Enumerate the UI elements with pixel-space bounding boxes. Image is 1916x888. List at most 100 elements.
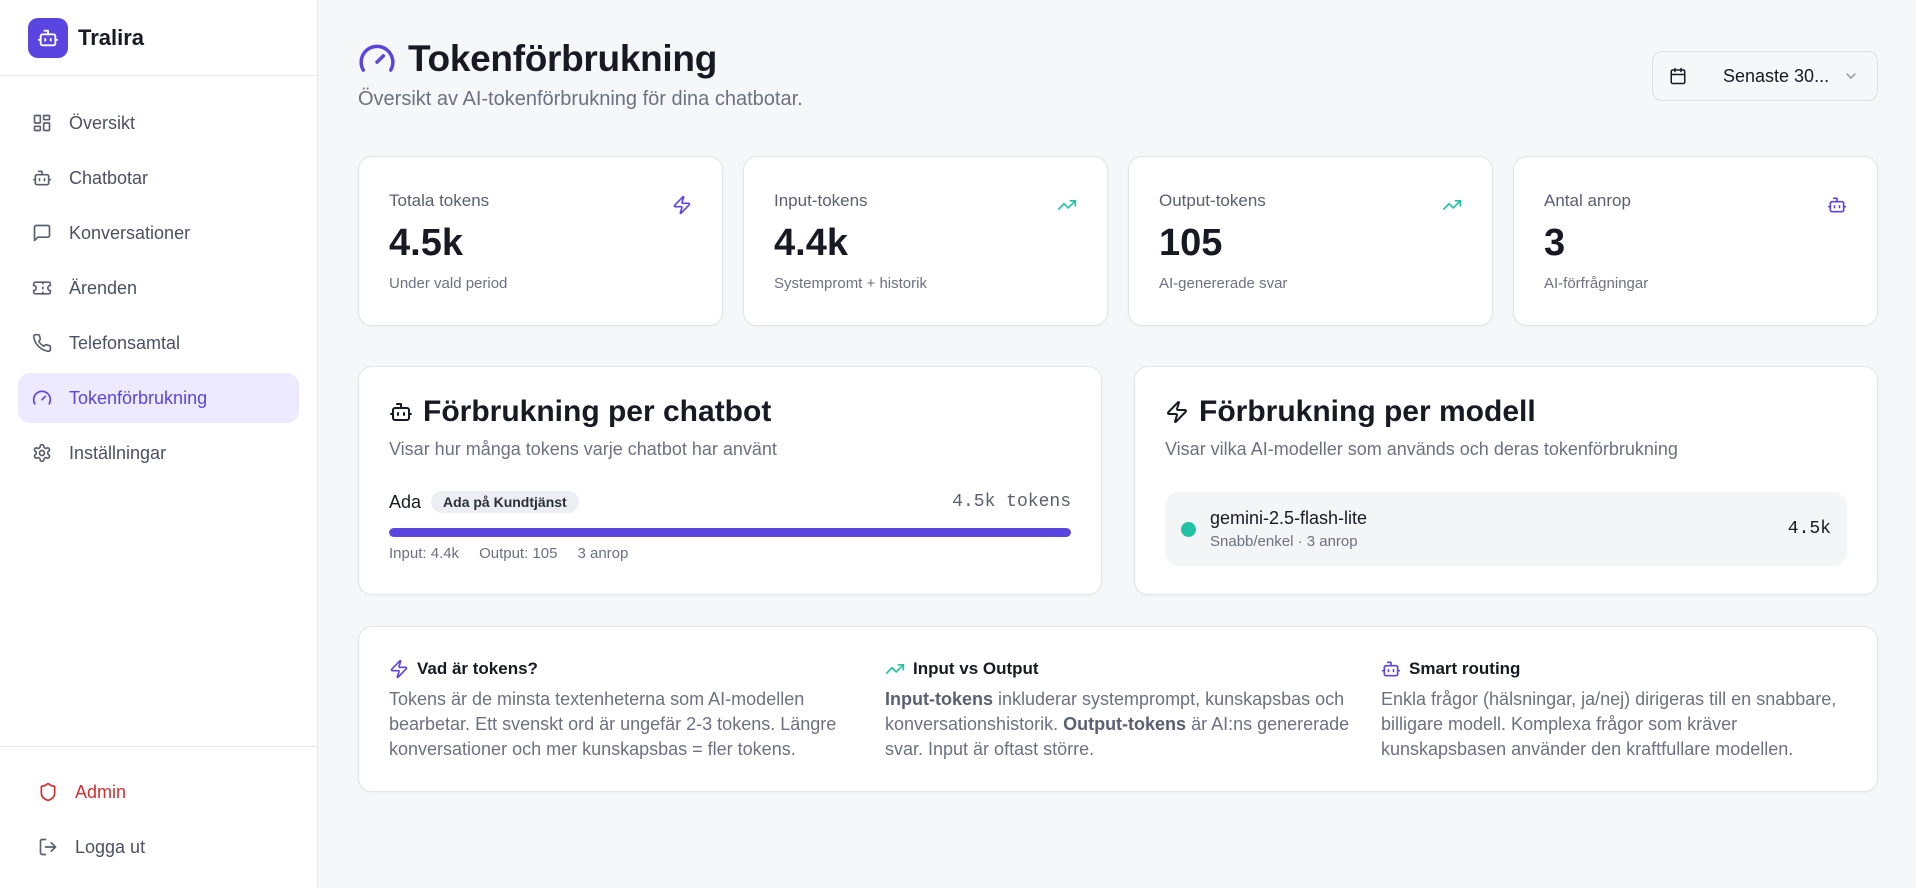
sidebar-item-label: Inställningar [69, 442, 167, 463]
chevron-down-icon [1843, 68, 1859, 84]
phone-icon [32, 333, 52, 353]
info-text: Tokens är de minsta textenheterna som AI… [389, 689, 837, 759]
sidebar-item-konversationer[interactable]: Konversationer [18, 208, 299, 258]
gauge-icon [358, 40, 396, 78]
chatbot-output: Output: 105 [479, 545, 558, 562]
per-chatbot-panel: Förbrukning per chatbot Visar hur många … [358, 366, 1102, 595]
period-select-value: Senaste 30... [1723, 65, 1830, 86]
info-what-are-tokens: Vad är tokens? Tokens är de minsta texte… [389, 659, 855, 791]
stat-label: Input-tokens [774, 191, 868, 210]
chatbot-usage-bar-fill [389, 528, 1071, 537]
bot-icon [389, 400, 413, 424]
stat-value: 4.4k [774, 222, 848, 264]
info-bold: Output-tokens [1063, 714, 1187, 734]
sidebar-item-admin[interactable]: Admin [18, 767, 299, 817]
stat-label: Totala tokens [389, 191, 490, 210]
stat-value: 105 [1159, 222, 1223, 264]
info-text: Input-tokens inkluderar systemprompt, ku… [885, 687, 1351, 762]
sidebar-item-label: Konversationer [69, 222, 191, 243]
info-text-part: är AI:ns genererade svar. Input är oftas… [885, 714, 1350, 759]
chatbot-input: Input: 4.4k [389, 545, 460, 562]
info-title: Smart routing [1409, 659, 1521, 678]
chatbot-usage-row: Ada Ada på Kundtjänst 4.5k tokens Input:… [389, 488, 1071, 562]
per-model-panel: Förbrukning per modell Visar vilka AI-mo… [1134, 366, 1878, 595]
sidebar-item-label: Tokenförbrukning [69, 387, 208, 408]
stat-card-output-tokens: Output-tokens 105 AI-genererade svar [1128, 156, 1493, 326]
brand[interactable]: Tralira [0, 0, 317, 76]
info-text: Enkla frågor (hälsningar, ja/nej) dirige… [1381, 689, 1837, 759]
model-tokens: 4.5k [1787, 519, 1831, 539]
info-title: Vad är tokens? [417, 659, 538, 678]
sidebar-item-label: Admin [75, 781, 127, 802]
info-input-vs-output: Input vs Output Input-tokens inkluderar … [885, 659, 1351, 791]
model-desc: Snabb/enkel · 3 anrop [1210, 533, 1358, 550]
stat-label: Antal anrop [1544, 191, 1631, 210]
sidebar-item-label: Telefonsamtal [69, 332, 181, 353]
shield-icon [38, 782, 58, 802]
sidebar-item-arenden[interactable]: Ärenden [18, 263, 299, 313]
sidebar-item-label: Logga ut [75, 836, 146, 857]
info-card: Vad är tokens? Tokens är de minsta texte… [358, 626, 1878, 792]
trending-up-icon [1442, 195, 1462, 215]
stat-desc: Under vald period [389, 274, 508, 292]
model-usage-row: gemini-2.5-flash-lite Snabb/enkel · 3 an… [1165, 492, 1847, 566]
stat-desc: AI-förfrågningar [1544, 274, 1649, 292]
chatbot-badge: Ada på Kundtjänst [431, 491, 579, 513]
panel-title: Förbrukning per chatbot [423, 395, 772, 428]
panel-subtitle: Visar hur många tokens varje chatbot har… [389, 439, 777, 459]
model-name: gemini-2.5-flash-lite [1210, 508, 1368, 528]
page-title: Tokenförbrukning [408, 38, 717, 79]
logout-button[interactable]: Logga ut [18, 822, 299, 872]
sidebar-item-label: Översikt [69, 112, 136, 133]
page-subtitle: Översikt av AI-tokenförbrukning för dina… [358, 88, 803, 110]
model-status-dot [1181, 521, 1196, 537]
panel-title: Förbrukning per modell [1199, 395, 1536, 428]
trending-up-icon [885, 659, 905, 679]
zap-icon [1165, 400, 1189, 424]
sidebar-item-oversikt[interactable]: Översikt [18, 98, 299, 148]
info-title: Input vs Output [913, 659, 1039, 678]
layout-dashboard-icon [32, 113, 52, 133]
period-select[interactable]: Senaste 30... [1652, 51, 1878, 101]
bot-icon [1381, 659, 1401, 679]
sidebar-bottom: Admin Logga ut [0, 746, 317, 877]
panel-subtitle: Visar vilka AI-modeller som används och … [1165, 439, 1678, 459]
log-out-icon [38, 837, 58, 857]
stat-value: 3 [1544, 222, 1566, 264]
brand-name: Tralira [78, 24, 145, 50]
stat-card-total-tokens: Totala tokens 4.5k Under vald period [358, 156, 723, 326]
settings-icon [32, 443, 52, 463]
stat-desc: AI-genererade svar [1159, 274, 1288, 292]
chatbot-name: Ada [389, 491, 422, 512]
bot-icon [32, 168, 52, 188]
sidebar-item-chatbotar[interactable]: Chatbotar [18, 153, 299, 203]
stat-desc: Systempromt + historik [774, 274, 927, 292]
stat-label: Output-tokens [1159, 191, 1266, 210]
sidebar-item-tokenforbrukning[interactable]: Tokenförbrukning [18, 373, 299, 423]
gauge-icon [32, 388, 52, 408]
usage-panels: Förbrukning per chatbot Visar hur många … [358, 366, 1878, 595]
calendar-icon [1669, 67, 1687, 85]
chatbot-calls: 3 anrop [577, 545, 629, 562]
info-bold: Input-tokens [885, 689, 993, 709]
sidebar-item-label: Ärenden [69, 277, 138, 298]
info-smart-routing: Smart routing Enkla frågor (hälsningar, … [1381, 659, 1847, 791]
chatbot-usage-bar [389, 528, 1071, 537]
sidebar: Tralira Översikt Chatbotar Konversatione… [0, 0, 318, 888]
trending-up-icon [1057, 195, 1077, 215]
info-text-part: inkluderar systemprompt, kunskapsbas och… [885, 689, 1345, 734]
zap-icon [389, 659, 409, 679]
chatbot-tokens: 4.5k tokens [952, 492, 1071, 512]
stat-card-input-tokens: Input-tokens 4.4k Systempromt + historik [743, 156, 1108, 326]
zap-icon [672, 195, 692, 215]
sidebar-item-installningar[interactable]: Inställningar [18, 428, 299, 478]
bot-icon [1827, 195, 1847, 215]
sidebar-item-label: Chatbotar [69, 167, 149, 188]
sidebar-item-telefonsamtal[interactable]: Telefonsamtal [18, 318, 299, 368]
message-square-icon [32, 223, 52, 243]
stats-row: Totala tokens 4.5k Under vald period Inp… [358, 156, 1878, 326]
stat-card-calls: Antal anrop 3 AI-förfrågningar [1513, 156, 1878, 326]
stat-value: 4.5k [389, 222, 463, 264]
ticket-icon [32, 278, 52, 298]
sidebar-nav: Översikt Chatbotar Konversationer Ärende… [0, 76, 317, 478]
